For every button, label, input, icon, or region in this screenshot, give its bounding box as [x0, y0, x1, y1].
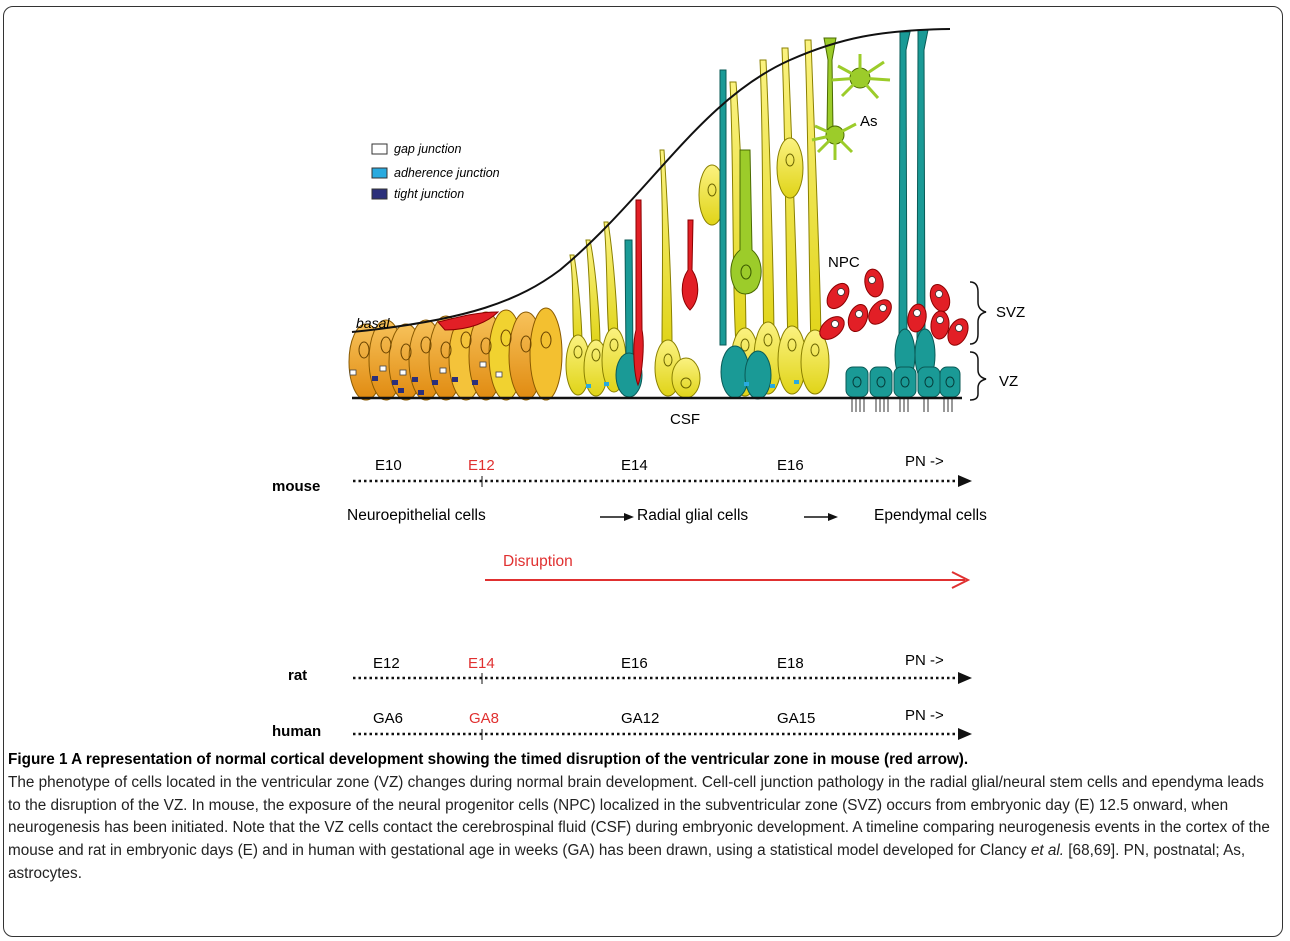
- basal-surface-line: [351, 28, 951, 333]
- tick-label: E16: [621, 655, 648, 672]
- timeline-arrowhead: [958, 672, 972, 684]
- vz-brace: [969, 351, 987, 401]
- disruption-label: Disruption: [503, 553, 573, 570]
- tick-label: PN ->: [905, 652, 944, 669]
- tick-label: E12: [373, 655, 400, 672]
- timeline-rat: rat E12 E14 E16 E18 PN ->: [288, 652, 972, 684]
- legend-tight-junction: tight junction: [394, 187, 464, 201]
- stage-sequence: Neuroepithelial cells Radial glial cells…: [347, 507, 987, 524]
- stage-arrowhead: [624, 513, 634, 521]
- tick-label: PN ->: [905, 707, 944, 724]
- stage-arrowhead: [828, 513, 838, 521]
- disruption-arrow: Disruption: [485, 553, 971, 589]
- adherence-junction-swatch: [371, 167, 388, 179]
- legend-adherence-junction: adherence junction: [394, 166, 500, 180]
- astrocyte-label: As: [860, 113, 878, 130]
- tick-label: PN ->: [905, 453, 944, 470]
- caption-title: Figure 1 A representation of normal cort…: [8, 751, 969, 768]
- svz-brace: [969, 281, 987, 345]
- timeline-mouse: mouse E10 E12 E14 E16 PN ->: [272, 453, 972, 495]
- csf-label: CSF: [670, 411, 700, 428]
- timeline-human: human GA6 GA8 GA12 GA15 PN ->: [272, 707, 972, 740]
- basal-label: basal: [356, 315, 390, 331]
- legend: gap junction adherence junction tight ju…: [371, 142, 500, 201]
- legend-gap-junction: gap junction: [394, 142, 461, 156]
- tick-label: E10: [375, 457, 402, 474]
- disruption-arrowhead: [951, 571, 971, 589]
- timeline-arrowhead: [958, 475, 972, 487]
- tick-label: GA15: [777, 710, 815, 727]
- tick-label: E16: [777, 457, 804, 474]
- gap-junction-swatch: [371, 143, 388, 155]
- vz-label: VZ: [999, 373, 1018, 390]
- svz-label: SVZ: [996, 304, 1025, 321]
- figure-illustration: gap junction adherence junction tight ju…: [272, 28, 1025, 740]
- ependymal-cells: [811, 29, 969, 412]
- caption-body-end: [68,69]. PN, postnatal; As, astrocytes.: [8, 842, 1246, 882]
- tight-junction-swatch: [371, 188, 388, 200]
- stage-label: Neuroepithelial cells: [347, 507, 486, 524]
- stage-label: Radial glial cells: [637, 507, 748, 524]
- caption-italic: et al.: [1030, 842, 1065, 860]
- tick-label: GA12: [621, 710, 659, 727]
- stage-label: Ependymal cells: [874, 507, 987, 524]
- tick-label-highlight: E12: [468, 457, 495, 474]
- tick-label: E18: [777, 655, 804, 672]
- radial-glial-cells: [565, 39, 830, 400]
- tick-label-highlight: GA8: [469, 710, 499, 727]
- caption-body: The phenotype of cells located in the ve…: [8, 773, 1270, 860]
- astrocytes: [811, 54, 891, 160]
- neuroepithelial-cells: [348, 307, 563, 401]
- timeline-arrowhead: [958, 728, 972, 740]
- tick-label: E14: [621, 457, 648, 474]
- tick-label-highlight: E14: [468, 655, 495, 672]
- timeline-label: mouse: [272, 478, 320, 495]
- timeline-label: rat: [288, 667, 307, 684]
- npc-label: NPC: [828, 254, 860, 271]
- timeline-label: human: [272, 723, 321, 740]
- tick-label: GA6: [373, 710, 403, 727]
- npc-cells: [819, 268, 969, 346]
- figure-frame: [3, 6, 1283, 937]
- figure-caption: Figure 1 A representation of normal cort…: [8, 749, 1280, 886]
